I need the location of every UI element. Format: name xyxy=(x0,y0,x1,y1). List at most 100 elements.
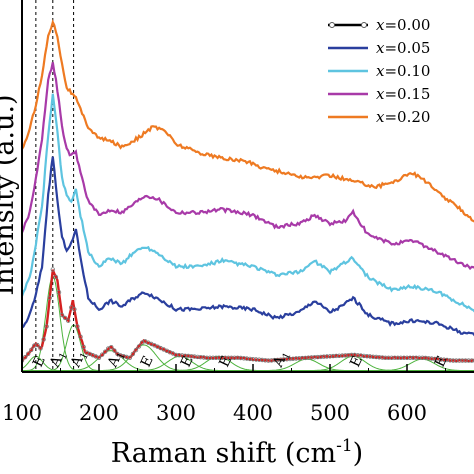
data-marker xyxy=(275,357,280,363)
data-marker xyxy=(201,355,206,360)
data-marker xyxy=(297,356,302,361)
data-marker xyxy=(250,357,256,362)
data-marker xyxy=(247,356,253,362)
series-fit-line xyxy=(22,269,474,363)
data-marker xyxy=(451,358,456,363)
data-marker xyxy=(404,355,410,360)
data-marker xyxy=(398,355,403,360)
data-marker xyxy=(118,353,123,358)
mode-label-1: A1 xyxy=(47,348,71,371)
x-tick-label-3: 400 xyxy=(233,401,273,425)
data-marker xyxy=(411,355,416,360)
data-marker xyxy=(435,357,440,362)
data-marker xyxy=(346,353,351,358)
data-marker xyxy=(309,355,314,360)
data-marker xyxy=(22,355,28,360)
data-marker xyxy=(26,351,31,356)
data-marker xyxy=(75,324,80,329)
data-marker xyxy=(334,353,339,359)
data-marker xyxy=(244,356,249,361)
data-marker xyxy=(343,353,348,358)
data-marker xyxy=(447,358,453,363)
data-marker xyxy=(463,358,468,363)
data-marker xyxy=(290,356,296,361)
data-marker xyxy=(358,353,363,358)
data-marker xyxy=(50,267,55,272)
data-marker xyxy=(364,354,370,359)
data-marker xyxy=(306,355,311,360)
data-marker xyxy=(340,353,345,358)
x-axis-label: Raman shift (cm-1) xyxy=(111,436,363,469)
spectra-series xyxy=(22,19,474,363)
data-marker xyxy=(62,315,68,321)
series-line-1 xyxy=(22,156,474,337)
legend-label-0: x=0.00 xyxy=(376,16,430,34)
data-marker xyxy=(361,353,367,359)
mode-label-7: A1 xyxy=(270,348,294,371)
data-marker xyxy=(281,357,286,362)
mode-label-9: E xyxy=(432,354,451,370)
legend: x=0.00 x=0.05 x=0.10 x=0.15 x=0.20 xyxy=(328,16,430,126)
data-marker xyxy=(272,357,277,363)
data-marker xyxy=(263,358,268,363)
data-marker xyxy=(407,355,413,360)
x-tick-label-2: 300 xyxy=(156,401,196,425)
data-marker xyxy=(112,348,117,353)
data-marker xyxy=(56,290,62,295)
data-marker xyxy=(472,358,474,363)
data-marker xyxy=(182,353,188,358)
data-marker xyxy=(355,353,360,358)
data-marker xyxy=(401,355,407,360)
series-line-4 xyxy=(22,19,474,223)
data-marker xyxy=(253,357,259,362)
data-marker xyxy=(204,355,209,360)
data-marker xyxy=(423,355,428,361)
data-marker xyxy=(352,352,357,358)
data-marker xyxy=(327,354,333,359)
data-marker xyxy=(99,352,105,357)
mode-label-0: E xyxy=(30,354,49,370)
data-marker xyxy=(35,342,40,348)
legend-label-3: x=0.15 xyxy=(376,85,430,103)
data-marker xyxy=(367,354,373,359)
data-marker xyxy=(330,353,336,359)
data-marker xyxy=(349,352,354,358)
data-marker xyxy=(260,357,265,363)
data-marker xyxy=(312,355,317,360)
data-marker xyxy=(41,337,46,342)
data-marker xyxy=(186,353,191,359)
data-marker xyxy=(278,357,283,362)
data-marker xyxy=(32,343,37,348)
data-marker xyxy=(47,295,52,301)
data-marker xyxy=(284,357,290,362)
x-tick-label-0: 100 xyxy=(2,401,42,425)
data-marker xyxy=(59,312,65,318)
legend-label-4: x=0.20 xyxy=(376,108,430,126)
data-marker xyxy=(303,355,308,361)
data-marker xyxy=(78,334,83,339)
data-marker xyxy=(429,356,434,361)
data-marker xyxy=(173,352,179,358)
data-marker xyxy=(229,355,234,360)
data-marker xyxy=(238,355,243,361)
mode-label-4: E xyxy=(138,354,157,370)
data-marker xyxy=(136,344,142,349)
data-marker xyxy=(235,355,240,360)
data-marker xyxy=(300,355,305,361)
data-marker xyxy=(81,344,86,350)
data-marker xyxy=(287,356,293,362)
data-marker xyxy=(226,355,231,360)
data-marker xyxy=(383,355,388,360)
data-marker xyxy=(466,358,471,363)
data-marker xyxy=(380,355,385,360)
data-marker xyxy=(444,357,450,363)
data-marker xyxy=(38,346,43,351)
data-marker xyxy=(417,355,422,360)
data-marker xyxy=(96,355,102,360)
vertical-reference-lines xyxy=(35,0,75,372)
data-marker xyxy=(72,307,77,312)
data-marker xyxy=(377,355,382,360)
data-marker xyxy=(29,347,34,353)
